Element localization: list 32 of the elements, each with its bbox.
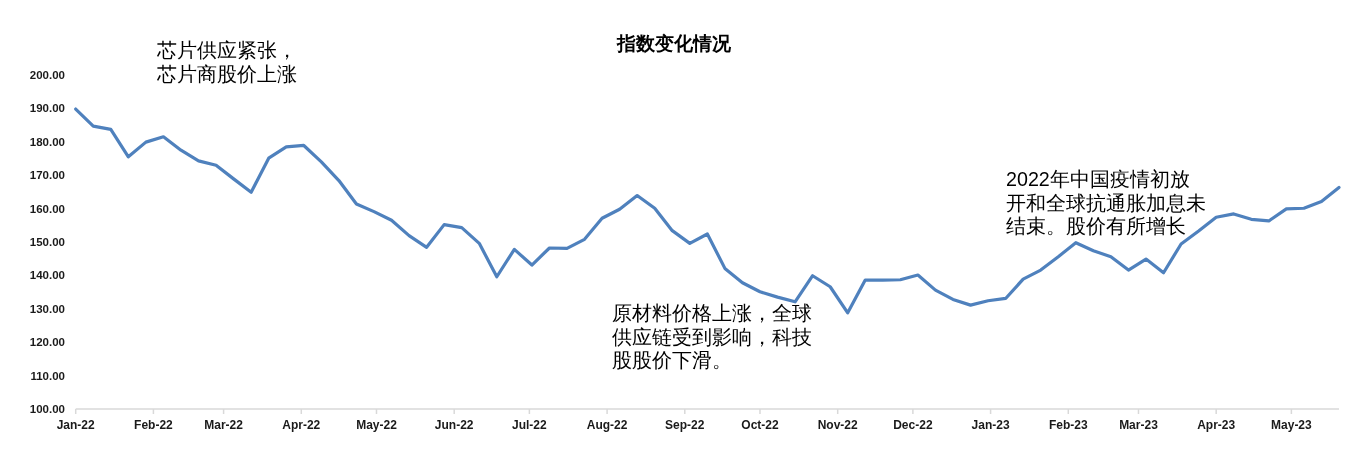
- x-tick-label: Jan-22: [56, 418, 96, 432]
- x-tick-label: May-23: [1271, 418, 1313, 432]
- y-tick-label: 160.00: [29, 202, 65, 215]
- x-tick-label: Dec-22: [893, 418, 933, 432]
- x-tick-label: Oct-22: [741, 418, 779, 432]
- y-tick-label: 100.00: [29, 403, 65, 415]
- x-tick-label: Apr-23: [1197, 418, 1236, 432]
- x-tick-label: Jul-22: [512, 418, 548, 432]
- annotation: 原材料价格上涨，全球供应链受到影响，科技股股价下滑。: [612, 302, 812, 372]
- y-tick-label: 150.00: [29, 236, 65, 248]
- y-tick-label: 140.00: [29, 269, 65, 282]
- y-tick-label: 180.00: [29, 135, 65, 148]
- x-tick-label: Mar-22: [204, 418, 244, 432]
- annotation: 芯片供应紧张，芯片商股价上涨: [156, 39, 297, 85]
- x-tick-label: Nov-22: [817, 418, 859, 432]
- y-tick-label: 170.00: [29, 169, 65, 182]
- chart-title: 指数变化情况: [616, 32, 732, 54]
- annotation: 2022年中国疫情初放开和全球抗通胀加息未结束。股价有所增长: [1006, 168, 1206, 238]
- x-tick-label: Jun-22: [434, 418, 474, 432]
- x-tick-label: Aug-22: [586, 418, 628, 432]
- x-tick-label: Apr-22: [282, 418, 321, 432]
- y-tick-label: 190.00: [29, 102, 65, 115]
- x-tick-label: Jan-23: [971, 418, 1010, 432]
- y-tick-label: 200.00: [29, 69, 65, 81]
- x-tick-label: Feb-23: [1048, 418, 1088, 432]
- y-tick-label: 120.00: [29, 336, 65, 349]
- x-tick-label: Feb-22: [134, 418, 174, 432]
- x-tick-label: Sep-22: [665, 418, 705, 432]
- y-tick-label: 130.00: [29, 302, 65, 315]
- y-tick-label: 110.00: [30, 369, 65, 382]
- x-tick-label: May-22: [356, 418, 398, 432]
- x-tick-label: Mar-23: [1119, 418, 1159, 432]
